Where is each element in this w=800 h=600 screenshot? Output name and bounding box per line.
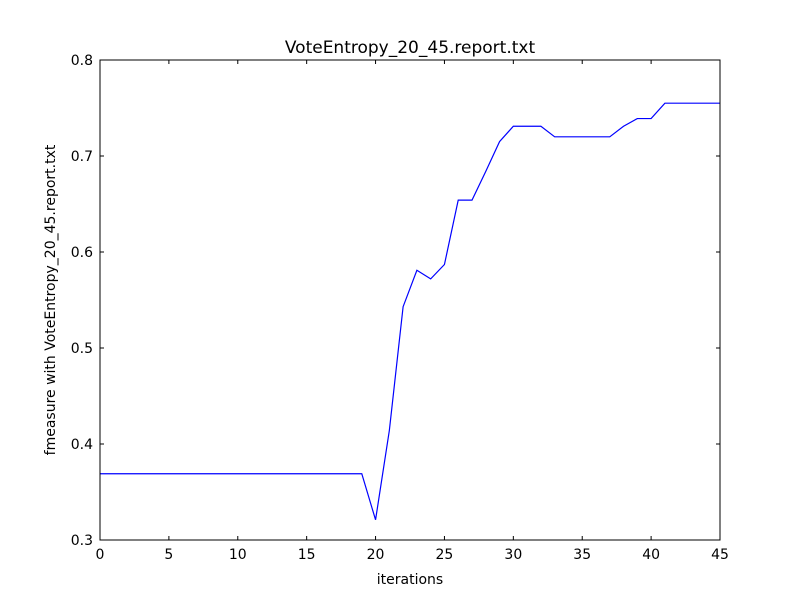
x-tick-label: 25	[436, 547, 454, 563]
x-tick-label: 0	[96, 547, 105, 563]
y-tick-label: 0.5	[71, 341, 93, 357]
x-axis-label: iterations	[377, 572, 443, 588]
axis-ticks: 0 5 10 15 20 25 30 35 40 45 0.3 0.4 0.5 0.6 0.7 0.8	[71, 53, 729, 563]
x-tick-label: 40	[642, 547, 660, 563]
y-tick-label: 0.3	[71, 533, 93, 549]
plot-frame	[99, 59, 721, 541]
x-tick-label: 30	[504, 547, 522, 563]
x-tick-label: 5	[164, 547, 173, 563]
x-tick-label: 15	[298, 547, 316, 563]
y-tick-label: 0.4	[71, 437, 93, 453]
y-axis-label: fmeasure with VoteEntropy_20_45.report.t…	[43, 144, 59, 455]
x-tick-label: 45	[711, 547, 729, 563]
y-tick-label: 0.6	[71, 245, 93, 261]
y-tick-label: 0.8	[71, 53, 93, 69]
chart-title: VoteEntropy_20_45.report.txt	[285, 38, 536, 58]
plot-area	[100, 102, 720, 521]
x-tick-label: 10	[229, 547, 247, 563]
x-tick-label: 35	[573, 547, 591, 563]
y-tick-label: 0.7	[71, 149, 93, 165]
x-tick-label: 20	[367, 547, 385, 563]
series-line-0	[100, 102, 720, 521]
